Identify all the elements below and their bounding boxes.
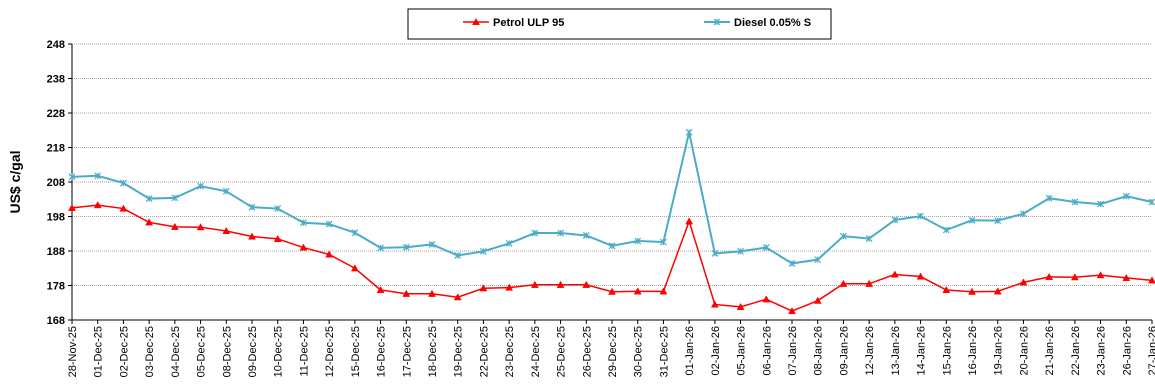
x-tick-label: 07-Jan-26 bbox=[787, 326, 799, 376]
x-tick-label: 22-Jan-26 bbox=[1070, 326, 1082, 376]
y-tick-label: 248 bbox=[47, 39, 65, 51]
x-tick-label: 01-Jan-26 bbox=[684, 326, 696, 376]
x-tick-label: 30-Dec-25 bbox=[633, 326, 645, 377]
y-tick-label: 178 bbox=[47, 281, 65, 293]
x-tick-label: 03-Dec-25 bbox=[144, 326, 156, 377]
x-tick-label: 20-Jan-26 bbox=[1018, 326, 1030, 376]
x-tick-label: 04-Dec-25 bbox=[170, 326, 182, 377]
legend-label: Diesel 0.05% S bbox=[734, 17, 811, 29]
x-tick-label: 27-Jan-26 bbox=[1147, 326, 1155, 376]
x-tick-label: 17-Dec-25 bbox=[401, 326, 413, 377]
x-tick-label: 01-Dec-25 bbox=[93, 326, 105, 377]
x-tick-label: 09-Dec-25 bbox=[247, 326, 259, 377]
x-tick-label: 29-Dec-25 bbox=[607, 326, 619, 377]
x-tick-label: 23-Dec-25 bbox=[504, 326, 516, 377]
x-tick-label: 31-Dec-25 bbox=[658, 326, 670, 377]
x-tick-label: 02-Jan-26 bbox=[710, 326, 722, 376]
x-tick-label: 24-Dec-25 bbox=[530, 326, 542, 377]
x-tick-label: 16-Dec-25 bbox=[376, 326, 388, 377]
x-tick-label: 08-Dec-25 bbox=[221, 326, 233, 377]
x-tick-label: 23-Jan-26 bbox=[1096, 326, 1108, 376]
x-tick-label: 19-Jan-26 bbox=[993, 326, 1005, 376]
x-tick-label: 14-Jan-26 bbox=[916, 326, 928, 376]
x-tick-label: 05-Jan-26 bbox=[736, 326, 748, 376]
x-tick-label: 08-Jan-26 bbox=[813, 326, 825, 376]
x-tick-label: 15-Dec-25 bbox=[350, 326, 362, 377]
legend: Petrol ULP 95 Diesel 0.05% S bbox=[408, 9, 831, 39]
x-tick-label: 22-Dec-25 bbox=[478, 326, 490, 377]
y-tick-label: 198 bbox=[47, 212, 65, 224]
y-axis-label: US$ c/gal bbox=[7, 150, 23, 213]
y-tick-label: 218 bbox=[47, 143, 65, 155]
x-tick-label: 26-Dec-25 bbox=[581, 326, 593, 377]
x-tick-label: 13-Jan-26 bbox=[890, 326, 902, 376]
x-tick-label: 06-Jan-26 bbox=[761, 326, 773, 376]
x-tick-label: 05-Dec-25 bbox=[196, 326, 208, 377]
legend-label: Petrol ULP 95 bbox=[493, 17, 564, 29]
y-tick-label: 228 bbox=[47, 108, 65, 120]
x-tick-label: 12-Dec-25 bbox=[324, 326, 336, 377]
x-tick-label: 09-Jan-26 bbox=[838, 326, 850, 376]
y-axis-ticks: 168 178 188 198 208 218 228 238 248 bbox=[47, 39, 72, 327]
x-tick-label: 02-Dec-25 bbox=[118, 326, 130, 377]
x-tick-label: 21-Jan-26 bbox=[1044, 326, 1056, 376]
x-tick-label: 28-Nov-25 bbox=[67, 326, 79, 377]
y-tick-label: 188 bbox=[47, 246, 65, 258]
y-tick-label: 208 bbox=[47, 177, 65, 189]
x-axis-ticks: 28-Nov-25 01-Dec-25 02-Dec-25 03-Dec-25 04-D… bbox=[67, 320, 1155, 377]
x-tick-label: 25-Dec-25 bbox=[556, 326, 568, 377]
x-tick-label: 19-Dec-25 bbox=[453, 326, 465, 377]
x-tick-label: 16-Jan-26 bbox=[967, 326, 979, 376]
y-tick-label: 238 bbox=[47, 74, 65, 86]
x-tick-label: 12-Jan-26 bbox=[864, 326, 876, 376]
x-tick-label: 15-Jan-26 bbox=[941, 326, 953, 376]
x-tick-label: 11-Dec-25 bbox=[298, 326, 310, 377]
y-tick-label: 168 bbox=[47, 315, 65, 327]
x-tick-label: 10-Dec-25 bbox=[273, 326, 285, 377]
x-tick-label: 18-Dec-25 bbox=[427, 326, 439, 377]
x-tick-label: 26-Jan-26 bbox=[1121, 326, 1133, 376]
